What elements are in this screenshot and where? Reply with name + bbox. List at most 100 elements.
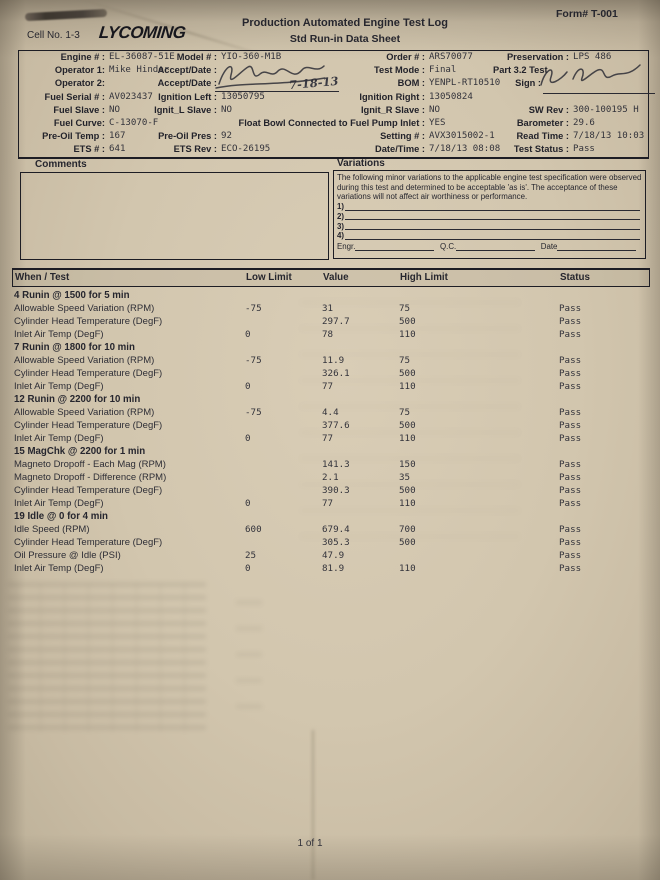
ets-rev-value: ECO-26195	[221, 144, 271, 155]
test-mode-value: Final	[429, 65, 457, 76]
engr-label: Engr.	[337, 242, 356, 252]
table-data-row: Cylinder Head Temperature (DegF) 326.1 500…	[12, 367, 650, 380]
measured-value: 4.4	[322, 407, 339, 418]
variation-line: 2)	[337, 212, 642, 222]
ink-bleedthrough	[300, 300, 520, 555]
low-limit: 0	[245, 433, 251, 444]
barometer-label: Barometer :	[516, 117, 569, 128]
test-name: Cylinder Head Temperature (DegF)	[14, 368, 163, 379]
status-value: Pass	[559, 368, 582, 379]
variations-signoff-line: Engr. Q.C. Date	[337, 241, 642, 252]
low-limit	[243, 536, 320, 549]
high-limit: 500	[399, 420, 416, 431]
variations-title: Variations	[337, 158, 385, 169]
measured-value: 77	[322, 381, 334, 392]
fuel-slave-label: Fuel Slave :	[53, 104, 105, 115]
table-section-row: 12 Runin @ 2200 for 10 min	[12, 393, 650, 406]
high-limit: 500	[399, 485, 416, 496]
table-section-row: 19 Idle @ 0 for 4 min	[12, 510, 650, 523]
low-limit: 0	[245, 381, 251, 392]
high-limit: 110	[399, 433, 416, 444]
variation-blank-line	[345, 209, 640, 211]
section-name: 19 Idle @ 0 for 4 min	[14, 511, 108, 522]
order-number-label: Order # :	[386, 52, 425, 62]
read-time-label: Read Time :	[516, 131, 569, 142]
part-test-label: Part 3.2 Test	[493, 65, 548, 76]
status-value: Pass	[559, 433, 582, 444]
table-data-row: Inlet Air Temp (DegF) 0 78 110 Pass	[12, 328, 650, 341]
test-name: Inlet Air Temp (DegF)	[14, 563, 104, 574]
status-value: Pass	[559, 355, 582, 366]
variation-line: 4)	[337, 231, 642, 241]
test-status-label: Test Status :	[513, 144, 569, 155]
section-name: 7 Runin @ 1800 for 10 min	[14, 342, 135, 353]
table-data-row: Allowable Speed Variation (RPM) -75 11.9 75…	[12, 354, 650, 367]
sign-signature	[540, 64, 641, 86]
info-row: Engine # : EL-36087-51E Model # : YIO-36…	[19, 51, 648, 64]
low-limit	[243, 458, 320, 471]
float-bowl-label: Float Bowl Connected to Fuel Pump Inlet …	[238, 117, 425, 128]
accept-date2-label: Accept/Date :	[157, 78, 217, 89]
form-number: Form# T-001	[556, 8, 618, 20]
ets-number-label: ETS # :	[73, 144, 105, 155]
accept-signature	[215, 65, 326, 89]
ink-bleedthrough	[8, 582, 206, 732]
high-limit: 500	[399, 537, 416, 548]
status-value: Pass	[559, 329, 582, 340]
cell-number: Cell No. 1-3	[27, 30, 80, 41]
test-name: Allowable Speed Variation (RPM)	[14, 355, 155, 366]
measured-value: 77	[322, 498, 334, 509]
measured-value: 11.9	[322, 355, 345, 366]
variation-number: 1)	[337, 201, 345, 211]
test-name: Idle Speed (RPM)	[14, 524, 90, 535]
table-header-row: When / Test Low Limit Value High Limit S…	[12, 268, 650, 287]
low-limit	[243, 484, 320, 497]
section-name: 12 Runin @ 2200 for 10 min	[14, 394, 141, 405]
col-header-low-limit: Low Limit	[246, 272, 292, 283]
ignition-left-value: 13050795	[221, 91, 265, 102]
measured-value: 78	[322, 329, 334, 340]
high-limit: 110	[399, 498, 416, 509]
ignition-left-label: Ignition Left :	[158, 91, 217, 102]
variation-number: 2)	[337, 211, 345, 221]
section-name: 4 Runin @ 1500 for 5 min	[14, 290, 130, 301]
setting-number-value: AVX3015002-1	[429, 131, 495, 142]
accept-date-underline	[215, 90, 339, 92]
variations-paragraph: The following minor variations to the ap…	[337, 173, 642, 202]
high-limit: 500	[399, 316, 416, 327]
order-number-value: ARS70077	[429, 52, 473, 62]
high-limit	[397, 549, 557, 562]
table-data-row: Inlet Air Temp (DegF) 0 77 110 Pass	[12, 497, 650, 510]
ignit-l-slave-label: Ignit_L Slave :	[154, 104, 217, 115]
table-data-row: Allowable Speed Variation (RPM) -75 31 75 Pa…	[12, 302, 650, 315]
status-value: Pass	[559, 303, 582, 314]
measured-value: 305.3	[322, 537, 350, 548]
float-bowl-value: YES	[429, 117, 446, 128]
ets-rev-label: ETS Rev :	[173, 144, 217, 155]
low-limit: -75	[245, 355, 262, 366]
info-row: Pre-Oil Temp : 167 Pre-Oil Pres : 92 Set…	[19, 130, 648, 143]
pre-oil-pres-value: 92	[221, 131, 232, 142]
test-name: Cylinder Head Temperature (DegF)	[14, 485, 163, 496]
test-name: Cylinder Head Temperature (DegF)	[14, 316, 163, 327]
high-limit: 75	[399, 303, 411, 314]
operator1-label: Operator 1:	[54, 65, 105, 76]
pen-shadow-mark	[24, 8, 108, 22]
page-number: 1 of 1	[297, 838, 323, 849]
qc-blank-line	[456, 249, 535, 251]
test-name: Cylinder Head Temperature (DegF)	[14, 420, 163, 431]
table-data-row: Inlet Air Temp (DegF) 0 81.9 110 Pass	[12, 562, 650, 575]
high-limit: 75	[399, 355, 411, 366]
date-blank-line	[557, 249, 636, 251]
fuel-serial-label: Fuel Serial # :	[44, 91, 105, 102]
status-value: Pass	[559, 472, 582, 483]
ink-bleedthrough	[236, 600, 262, 725]
measured-value: 679.4	[322, 524, 350, 535]
col-header-high-limit: High Limit	[400, 272, 448, 283]
engine-info-box: Engine # : EL-36087-51E Model # : YIO-36…	[18, 50, 655, 159]
table-data-row: Inlet Air Temp (DegF) 0 77 110 Pass	[12, 432, 650, 445]
engine-number-value: EL-36087-51E	[109, 52, 175, 62]
ets-number-value: 641	[109, 144, 126, 155]
page-subtitle: Std Run-in Data Sheet	[289, 33, 401, 45]
